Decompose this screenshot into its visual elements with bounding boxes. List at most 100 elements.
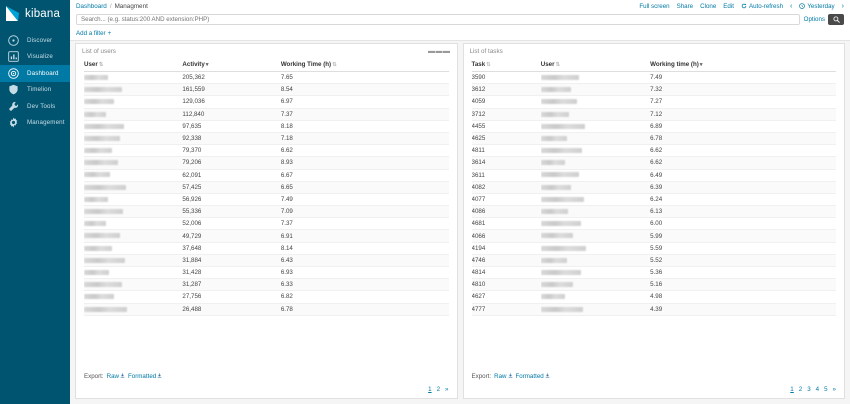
sidebar-item-discover[interactable]: Discover <box>0 32 70 49</box>
brand-name: kibana <box>25 7 61 20</box>
export-raw-link[interactable]: Raw <box>107 373 125 380</box>
query-options-link[interactable]: Options <box>803 16 825 23</box>
redacted-user-name <box>540 160 565 166</box>
page-link-1[interactable]: 1 <box>428 386 432 393</box>
column-header-user[interactable]: User⇅ <box>84 58 183 72</box>
redacted-user-name <box>84 233 120 239</box>
cell-user <box>540 144 651 158</box>
panel-header: List of tasks ▬▬▬ <box>464 44 845 58</box>
page-link-4[interactable]: 4 <box>815 386 820 393</box>
breadcrumb-root[interactable]: Dashboard <box>76 3 107 10</box>
time-range-picker[interactable]: Yesterday <box>799 2 835 11</box>
cell-task: 4814 <box>471 266 541 280</box>
panel-title: List of tasks <box>469 47 503 55</box>
export-row: Export: Raw Formatted <box>472 373 837 380</box>
table-row: 4194 5.59 <box>471 242 836 255</box>
cell-user <box>540 242 651 255</box>
cell-task: 3590 <box>471 71 541 85</box>
cell-user <box>84 83 183 97</box>
cell-working-time: 6.24 <box>650 193 836 207</box>
time-prev-button[interactable]: ‹ <box>790 3 793 10</box>
cell-working-time: 8.93 <box>280 156 449 170</box>
cell-working-time: 6.49 <box>650 169 836 182</box>
search-input[interactable] <box>76 14 800 25</box>
sidebar-item-label: Timelion <box>27 86 52 94</box>
table-row: 4059 7.27 <box>471 95 836 109</box>
brand-logo[interactable]: kibana <box>0 0 70 27</box>
bar-chart-icon <box>8 51 19 63</box>
table-row: 55,336 7.09 <box>84 205 449 219</box>
redacted-user-name <box>540 87 571 93</box>
panel-header: List of users ▬▬▬ <box>76 44 457 58</box>
cell-working-time: 4.39 <box>650 303 836 316</box>
column-header-task[interactable]: Task⇅ <box>471 58 541 72</box>
auto-refresh-button[interactable]: Auto-refresh <box>741 3 783 11</box>
time-next-button[interactable]: › <box>841 3 844 10</box>
redacted-user-name <box>540 221 581 227</box>
compass-icon <box>8 34 19 46</box>
pagination-users: 1 2 » <box>84 386 449 393</box>
redacted-user-name <box>540 184 571 190</box>
sidebar-item-management[interactable]: Management <box>0 115 70 132</box>
redacted-user-name <box>84 209 123 215</box>
table-row: 57,425 6.65 <box>84 181 449 194</box>
plus-icon: + <box>107 30 112 37</box>
cell-user <box>540 156 651 170</box>
panel-options-icon[interactable]: ▬▬▬ <box>428 47 451 55</box>
table-row: 4746 5.52 <box>471 254 836 268</box>
add-filter-button[interactable]: Add a filter + <box>76 30 111 37</box>
download-icon <box>545 373 550 380</box>
sidebar: kibana Discover Visualize Dashboard <box>0 0 70 404</box>
search-submit-button[interactable] <box>828 14 844 25</box>
panel-list-of-users: List of users ▬▬▬ User⇅ Activity▾ Workin… <box>75 43 458 399</box>
table-row: 52,006 7.37 <box>84 217 449 231</box>
page-link-3[interactable]: 3 <box>807 386 811 393</box>
edit-button[interactable]: Edit <box>723 3 734 10</box>
cell-working-time: 6.82 <box>280 290 449 304</box>
column-header-working-time[interactable]: Working Time (h)⇅ <box>280 58 449 72</box>
column-header-activity[interactable]: Activity▾ <box>182 58 281 72</box>
export-formatted-link[interactable]: Formatted <box>516 373 550 380</box>
page-link-1[interactable]: 1 <box>790 386 794 393</box>
table-row: 161,559 8.54 <box>84 83 449 97</box>
table-row: 205,362 7.65 <box>84 71 449 85</box>
export-formatted-link[interactable]: Formatted <box>128 373 162 380</box>
cell-task: 4455 <box>471 120 541 133</box>
download-icon <box>120 373 125 380</box>
page-link-2[interactable]: 2 <box>798 386 803 393</box>
breadcrumb: Dashboard / Managment <box>76 3 148 10</box>
page-next-button[interactable]: » <box>832 386 836 393</box>
redacted-user-name <box>540 135 567 141</box>
cell-user <box>84 242 183 255</box>
clone-button[interactable]: Clone <box>700 3 717 10</box>
cell-user <box>84 193 183 207</box>
sidebar-item-visualize[interactable]: Visualize <box>0 49 70 66</box>
column-header-working-time[interactable]: Working time (h)▾ <box>650 58 836 72</box>
cell-working-time: 7.49 <box>280 193 449 207</box>
share-button[interactable]: Share <box>676 3 694 10</box>
cell-task: 3611 <box>471 169 541 182</box>
cell-activity: 97,635 <box>182 120 281 133</box>
table-row: 49,729 6.91 <box>84 229 449 243</box>
cell-working-time: 5.59 <box>650 242 836 255</box>
sidebar-item-dev-tools[interactable]: Dev Tools <box>0 98 70 115</box>
column-header-user[interactable]: User⇅ <box>540 58 651 72</box>
cell-working-time: 7.09 <box>280 205 449 219</box>
panel-list-of-tasks: List of tasks ▬▬▬ Task⇅ User⇅ Working ti… <box>462 43 845 399</box>
export-raw-link[interactable]: Raw <box>494 373 512 380</box>
cell-user <box>84 156 183 170</box>
cell-activity: 112,840 <box>182 108 281 121</box>
sidebar-item-timelion[interactable]: Timelion <box>0 82 70 99</box>
cell-working-time: 8.18 <box>280 120 449 133</box>
cell-working-time: 6.43 <box>280 254 449 268</box>
full-screen-button[interactable]: Full screen <box>639 3 670 10</box>
users-table: User⇅ Activity▾ Working Time (h)⇅ 205,36… <box>84 58 449 316</box>
export-row: Export: Raw Formatted <box>84 373 449 380</box>
page-link-2[interactable]: 2 <box>436 386 441 393</box>
cell-user <box>84 71 183 85</box>
wrench-icon <box>8 101 19 112</box>
sidebar-item-dashboard[interactable]: Dashboard <box>0 65 70 82</box>
redacted-user-name <box>540 245 586 251</box>
page-next-button[interactable]: » <box>445 386 449 393</box>
page-link-5[interactable]: 5 <box>824 386 828 393</box>
